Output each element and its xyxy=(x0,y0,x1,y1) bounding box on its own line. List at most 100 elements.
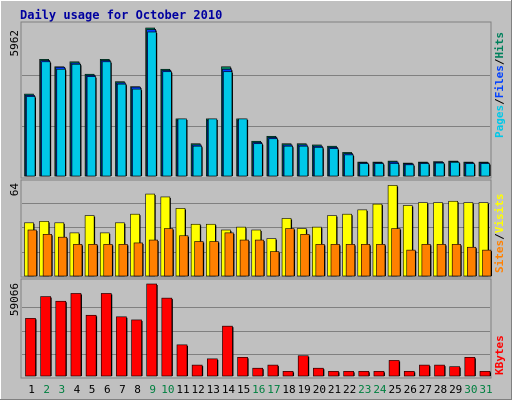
day-label: 9 xyxy=(149,383,156,396)
legend-visits: Visits xyxy=(493,194,506,234)
kbytes-bar xyxy=(191,364,203,377)
sites-bar xyxy=(406,249,416,277)
day-label: 6 xyxy=(104,383,111,396)
kbytes-bar xyxy=(222,325,233,377)
kbytes-bar xyxy=(358,371,370,377)
chart-title: Daily usage for October 2010 xyxy=(20,8,222,22)
kbytes-bar xyxy=(297,355,309,377)
kbytes-bar xyxy=(131,319,142,377)
pages-bar xyxy=(86,76,96,177)
day-label: 27 xyxy=(419,383,432,396)
pages-bar xyxy=(389,163,399,177)
kbytes-bar xyxy=(55,300,67,377)
plot-area-bottom xyxy=(20,278,492,379)
pages-bar xyxy=(117,83,127,177)
kbytes-bar xyxy=(267,364,279,377)
pages-bar xyxy=(192,145,202,177)
kbytes-bar xyxy=(207,358,218,377)
kbytes-bar xyxy=(449,366,461,377)
sites-bar xyxy=(345,244,355,277)
pages-bar xyxy=(56,68,66,177)
sites-bar xyxy=(330,244,340,277)
pages-bar xyxy=(208,118,218,177)
top-legend: Pages/Files/Hits xyxy=(493,32,506,138)
sites-bar xyxy=(360,244,371,277)
day-label: 7 xyxy=(119,383,126,396)
day-label: 25 xyxy=(388,383,401,396)
legend-sep-3: / xyxy=(493,233,506,240)
sites-bar xyxy=(148,239,158,277)
kbytes-bar xyxy=(176,344,188,377)
pages-bar xyxy=(450,162,460,177)
day-label: 18 xyxy=(282,383,295,396)
day-label: 17 xyxy=(267,383,280,396)
sites-bar xyxy=(285,228,295,277)
sites-bar xyxy=(209,241,219,277)
legend-pages: Pages xyxy=(493,105,506,138)
pages-bar xyxy=(177,118,187,177)
sites-bar xyxy=(164,228,174,277)
sites-bar xyxy=(421,244,431,277)
kbytes-bar xyxy=(419,364,430,377)
pages-bar xyxy=(374,163,384,177)
kbytes-bar xyxy=(313,367,324,377)
legend-hits: Hits xyxy=(493,32,506,59)
sites-bar xyxy=(194,241,204,277)
legend-sites: Sites xyxy=(493,240,506,273)
kbytes-bar xyxy=(100,293,112,377)
day-label: 4 xyxy=(74,383,81,396)
day-label: 29 xyxy=(449,383,462,396)
pages-bar xyxy=(298,145,309,177)
day-label: 10 xyxy=(161,383,174,396)
sites-bar xyxy=(391,228,401,277)
pages-bar xyxy=(41,61,51,177)
kbytes-bar xyxy=(116,316,127,377)
pages-bar xyxy=(162,71,172,177)
pages-bar xyxy=(283,145,293,177)
pages-bar xyxy=(132,88,142,177)
pages-bar xyxy=(344,154,354,177)
legend-sep-1: / xyxy=(493,98,506,105)
pages-bar xyxy=(147,31,157,177)
pages-bar xyxy=(238,118,248,177)
sites-bar xyxy=(300,234,310,277)
sites-bar xyxy=(27,229,37,277)
bottom-legend: KBytes xyxy=(493,335,506,375)
day-label: 23 xyxy=(358,383,371,396)
pages-bar xyxy=(71,63,81,177)
sites-bar xyxy=(57,236,68,277)
top-scale-label: 5962 xyxy=(8,30,21,57)
pages-bar xyxy=(435,162,445,177)
sites-bar xyxy=(270,251,280,277)
kbytes-bar xyxy=(328,371,339,377)
sites-bar xyxy=(88,244,98,277)
day-label: 11 xyxy=(176,383,189,396)
kbytes-bar xyxy=(161,297,173,377)
day-label: 28 xyxy=(434,383,447,396)
sites-bar xyxy=(436,244,446,277)
day-label: 5 xyxy=(89,383,96,396)
sites-bar xyxy=(315,244,325,277)
kbytes-bar xyxy=(479,371,491,377)
kbytes-bar xyxy=(85,314,97,377)
middle-legend: Sites/Visits xyxy=(493,194,506,274)
sites-bar xyxy=(103,244,113,277)
kbytes-bar xyxy=(146,283,157,377)
kbytes-bar xyxy=(464,357,476,377)
x-axis-labels: 1 2 3 4 5 6 7 8 9 10 11 12 13 14 15 16 17 18 19 20 21 22 23 24 2… xyxy=(28,383,492,396)
legend-files: Files xyxy=(493,65,506,98)
sites-bar xyxy=(376,244,386,277)
sites-bar xyxy=(179,235,189,277)
sites-bar xyxy=(239,239,249,277)
pages-bar xyxy=(359,163,369,177)
pages-bar xyxy=(268,138,278,177)
kbytes-bar xyxy=(388,360,400,377)
kbytes-bar xyxy=(373,371,385,377)
day-label: 16 xyxy=(252,383,265,396)
day-label: 8 xyxy=(134,383,141,396)
pages-bar xyxy=(465,163,475,177)
pages-bar xyxy=(26,96,36,177)
day-label: 24 xyxy=(373,383,387,396)
